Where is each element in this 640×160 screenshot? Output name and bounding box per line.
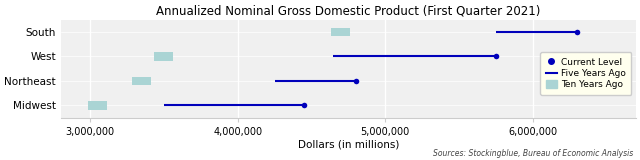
X-axis label: Dollars (in millions): Dollars (in millions) [298,139,399,149]
Bar [332,28,351,36]
Bar [132,77,151,85]
Bar [154,52,173,61]
Title: Annualized Nominal Gross Domestic Product (First Quarter 2021): Annualized Nominal Gross Domestic Produc… [156,4,540,17]
Bar [88,101,107,110]
Legend: Current Level, Five Years Ago, Ten Years Ago: Current Level, Five Years Ago, Ten Years… [540,52,631,95]
Text: Sources: Stockingblue, Bureau of Economic Analysis: Sources: Stockingblue, Bureau of Economi… [433,149,634,158]
